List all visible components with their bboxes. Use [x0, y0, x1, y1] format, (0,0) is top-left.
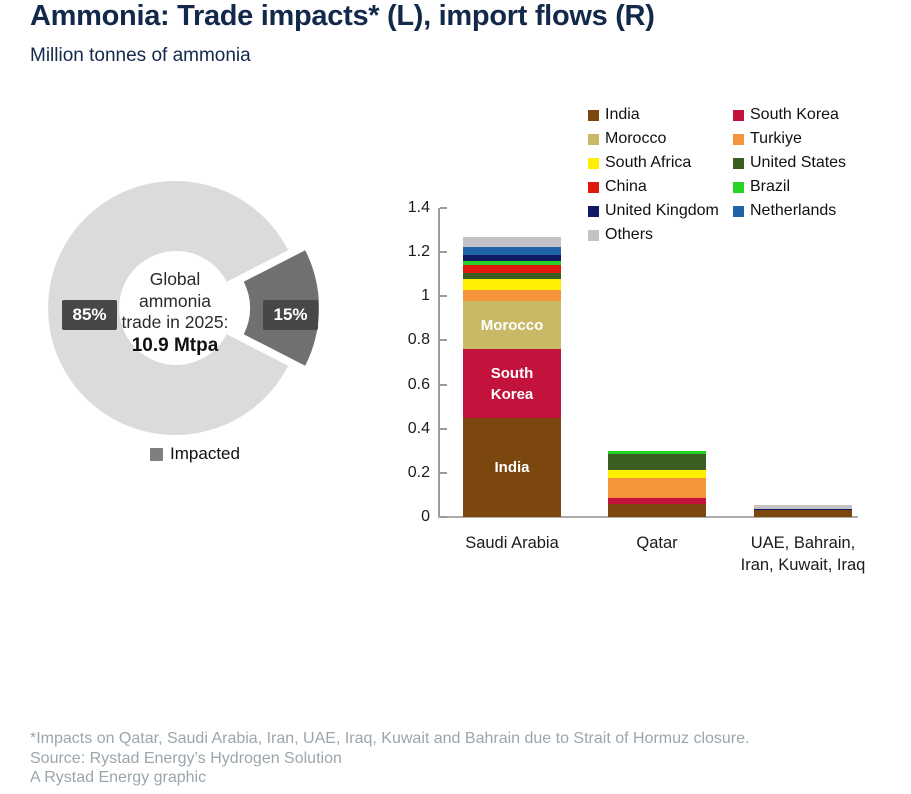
- legend-label: Turkiye: [750, 130, 802, 147]
- legend-item-turkiye: Turkiye: [733, 130, 846, 148]
- legend-swatch: [588, 158, 599, 169]
- y-tick-label: 0.4: [407, 420, 430, 437]
- page-title: Ammonia: Trade impacts* (L), import flow…: [30, 0, 655, 32]
- chart-legend: India South Korea Morocco Turkiye South Afri…: [588, 106, 846, 250]
- y-tick-mark: [440, 339, 447, 341]
- x-category-label: Qatar: [636, 534, 678, 552]
- bar-segment-qatar-turkiye: [608, 478, 706, 498]
- donut-center-line: trade in 2025:: [121, 312, 229, 332]
- page-subtitle: Million tonnes of ammonia: [30, 45, 251, 66]
- legend-item-india: India: [588, 106, 733, 124]
- y-tick-mark: [440, 384, 447, 386]
- legend-swatch: [588, 182, 599, 193]
- y-tick-label: 1: [421, 287, 430, 304]
- legend-label: Brazil: [750, 178, 791, 195]
- bar-segment-label: Morocco: [480, 316, 544, 334]
- x-category-label: Saudi Arabia: [465, 534, 559, 552]
- bar-segment-saudi-arabia-morocco: Morocco: [463, 301, 561, 349]
- legend-label: India: [605, 106, 640, 123]
- legend-label: United States: [750, 154, 847, 171]
- footnote: *Impacts on Qatar, Saudi Arabia, Iran, U…: [30, 730, 750, 747]
- bar-segment-saudi-arabia-united-states: [463, 273, 561, 279]
- legend-swatch: [588, 206, 599, 217]
- y-tick-label: 0: [421, 508, 430, 525]
- y-tick-mark: [440, 428, 447, 430]
- legend-label: South Africa: [605, 154, 692, 171]
- legend-label: South Korea: [750, 106, 839, 123]
- donut-label-15pct: 15%: [263, 300, 318, 330]
- y-tick-label: 1.4: [407, 199, 430, 216]
- bar-segment-qatar-south-africa: [608, 470, 706, 478]
- impacted-legend-swatch: [150, 447, 164, 461]
- y-axis-line: [438, 208, 440, 518]
- donut-center-line: Global: [149, 269, 201, 289]
- legend-label: Netherlands: [750, 202, 837, 219]
- bar-segment-qatar-south-korea: [608, 498, 706, 504]
- donut-center-text: Global ammonia trade in 2025: 10.9 Mtpa: [85, 269, 265, 357]
- legend-label: Morocco: [605, 130, 667, 147]
- bar-segment-saudi-arabia-south-africa: [463, 279, 561, 290]
- legend-item-netherlands: Netherlands: [733, 202, 846, 220]
- bar-segment-qatar-united-states: [608, 454, 706, 470]
- legend-item-united-kingdom: United Kingdom: [588, 202, 733, 220]
- bar-segment-saudi-arabia-others: [463, 237, 561, 247]
- bar-segment-saudi-arabia-south-korea: South Korea: [463, 349, 561, 418]
- bar-segment-uae-bahrain-india: [754, 510, 852, 517]
- y-tick-mark: [440, 251, 447, 253]
- x-category-label: UAE, Bahrain, Iran, Kuwait, Iraq: [740, 534, 866, 574]
- footer-notes: *Impacts on Qatar, Saudi Arabia, Iran, U…: [30, 729, 749, 788]
- donut-legend: Impacted: [40, 444, 350, 464]
- bar-segment-uae-bahrain-united-kingdom: [754, 509, 852, 510]
- bar-segment-saudi-arabia-turkiye: [463, 290, 561, 301]
- bar-segment-qatar-india: [608, 504, 706, 517]
- bar-segment-saudi-arabia-india: India: [463, 418, 561, 517]
- legend-swatch: [588, 230, 599, 241]
- y-tick-label: 0.2: [407, 464, 430, 481]
- legend-item-united-states: United States: [733, 154, 846, 172]
- bar-segment-saudi-arabia-netherlands: [463, 247, 561, 255]
- y-tick-mark: [440, 516, 447, 518]
- source-line: Source: Rystad Energy’s Hydrogen Solutio…: [30, 749, 342, 767]
- y-tick-mark: [440, 295, 447, 297]
- x-axis-line: [438, 516, 858, 518]
- y-tick-mark: [440, 207, 447, 209]
- legend-swatch: [733, 206, 744, 217]
- legend-swatch: [733, 110, 744, 121]
- donut-center-value: 10.9 Mtpa: [131, 334, 219, 356]
- donut-ring-85pct: [48, 181, 289, 435]
- legend-item-others: Others: [588, 226, 733, 244]
- legend-label: United Kingdom: [605, 202, 719, 219]
- legend-swatch: [733, 134, 744, 145]
- y-tick-mark: [440, 472, 447, 474]
- bar-segment-qatar-brazil: [608, 451, 706, 454]
- bar-segment-saudi-arabia-united-kingdom: [463, 255, 561, 261]
- legend-label: China: [605, 178, 647, 195]
- bar-segment-saudi-arabia-brazil: [463, 261, 561, 265]
- donut-center-line: ammonia: [139, 290, 211, 311]
- bar-segment-uae-bahrain-others: [754, 505, 852, 509]
- bar-segment-label: South Korea: [490, 364, 534, 403]
- y-tick-label: 1.2: [407, 243, 430, 260]
- legend-item-south-korea: South Korea: [733, 106, 846, 124]
- legend-item-brazil: Brazil: [733, 178, 846, 196]
- legend-swatch: [588, 134, 599, 145]
- legend-swatch: [588, 110, 599, 121]
- legend-label: Others: [605, 226, 654, 243]
- legend-item-china: China: [588, 178, 733, 196]
- legend-item-south-africa: South Africa: [588, 154, 733, 172]
- bar-segment-saudi-arabia-china: [463, 265, 561, 273]
- legend-item-morocco: Morocco: [588, 130, 733, 148]
- impacted-legend-label: Impacted: [170, 444, 240, 463]
- legend-swatch: [733, 182, 744, 193]
- y-tick-label: 0.6: [407, 376, 430, 393]
- bar-segment-label: India: [494, 459, 530, 476]
- y-tick-label: 0.8: [407, 331, 430, 348]
- donut-label-85pct: 85%: [62, 300, 117, 330]
- credit-line: A Rystad Energy graphic: [30, 769, 207, 786]
- legend-swatch: [733, 158, 744, 169]
